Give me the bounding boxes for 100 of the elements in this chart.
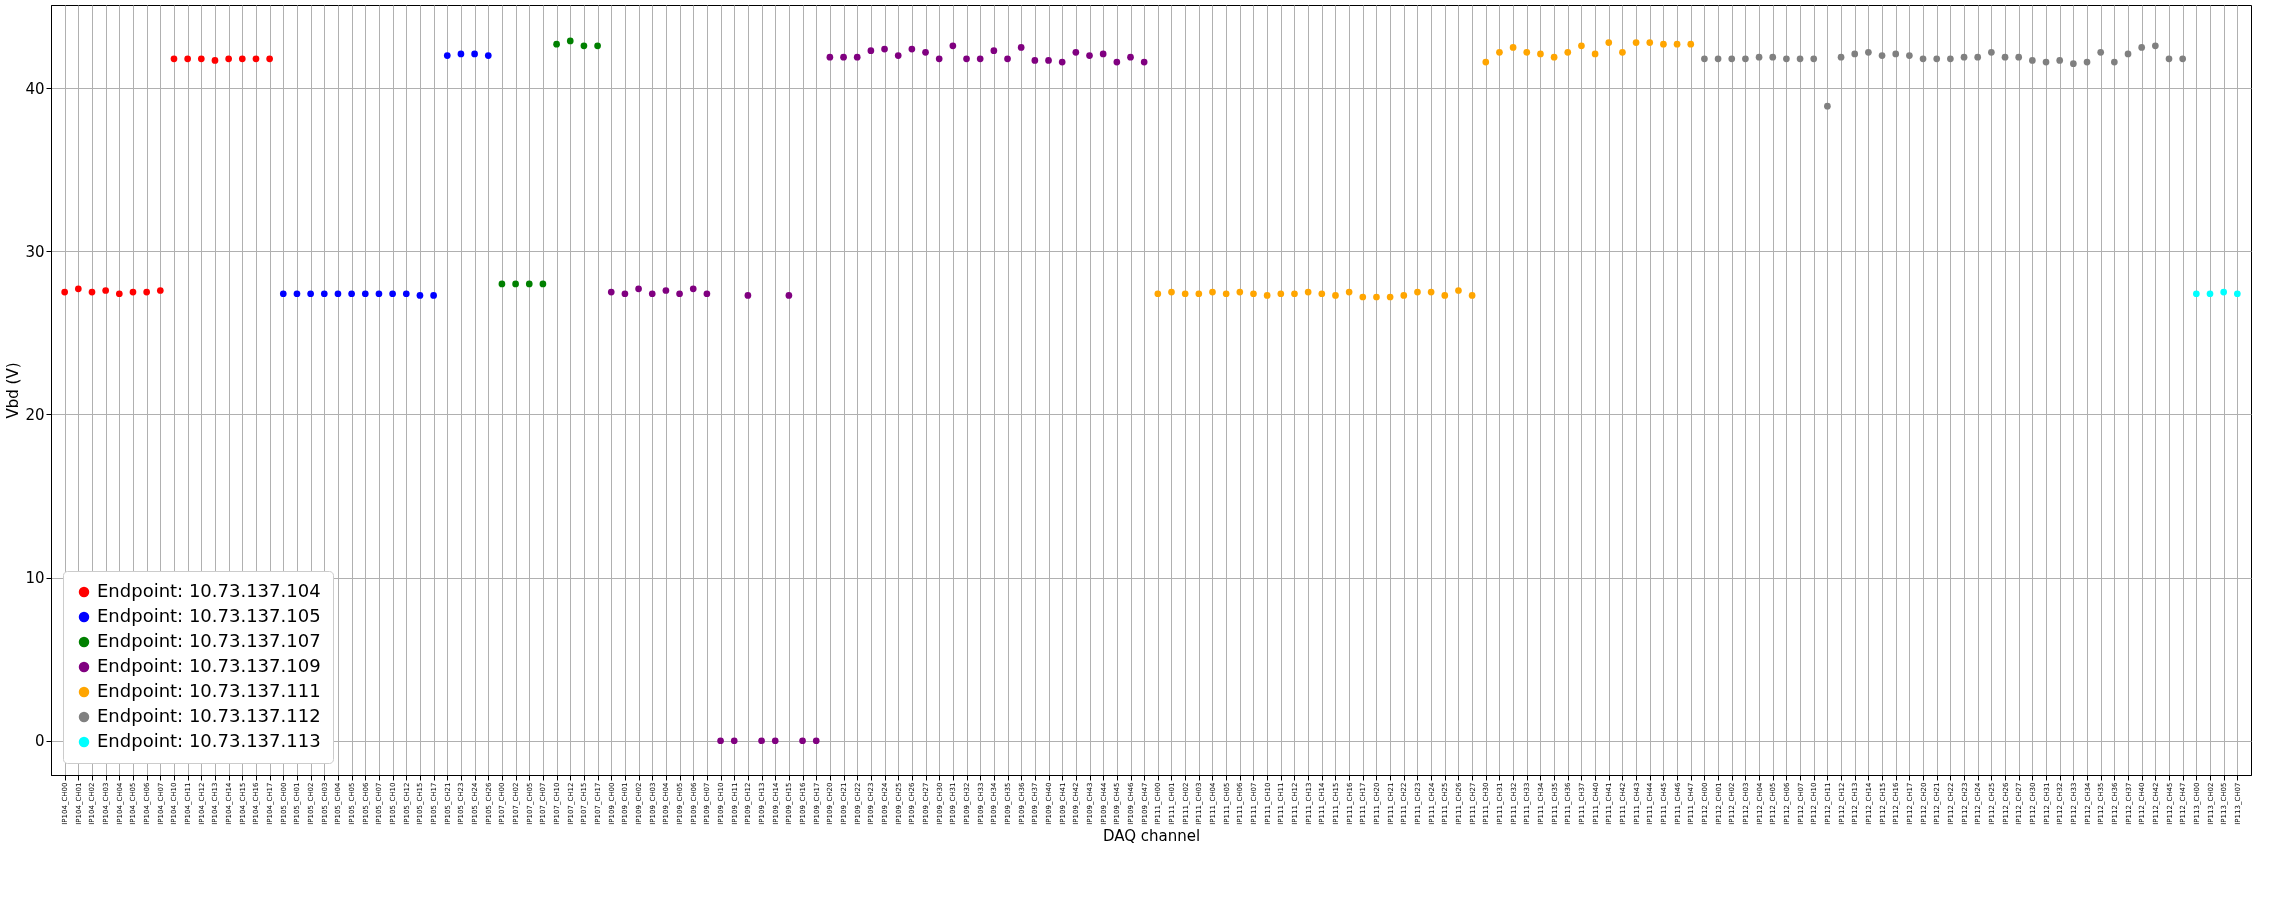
point <box>1550 53 1558 61</box>
point <box>1755 53 1763 61</box>
point <box>402 290 410 298</box>
point <box>676 290 683 298</box>
point <box>1728 55 1736 63</box>
point <box>2083 58 2091 66</box>
point <box>2097 48 2105 56</box>
point <box>457 50 465 58</box>
point <box>1933 55 1941 63</box>
point <box>1865 48 1872 56</box>
point <box>1906 52 1913 59</box>
point <box>1345 288 1353 296</box>
point <box>1509 44 1517 51</box>
point <box>498 280 506 288</box>
point <box>1031 57 1039 64</box>
point <box>1359 293 1367 301</box>
point <box>443 52 451 59</box>
point <box>853 53 861 61</box>
y-tick-label: 20 <box>25 405 45 424</box>
point <box>1769 53 1777 61</box>
point <box>1250 290 1257 298</box>
point <box>1332 292 1339 299</box>
point <box>539 280 547 288</box>
point <box>2179 55 2187 63</box>
point <box>1414 288 1421 296</box>
point <box>2151 42 2159 50</box>
y-tick-label: 0 <box>34 732 45 751</box>
legend-label: Endpoint: 10.73.137.107 <box>97 630 321 651</box>
point <box>266 55 273 63</box>
legend-label: Endpoint: 10.73.137.104 <box>97 580 321 601</box>
point <box>1796 55 1804 63</box>
point <box>1004 55 1011 63</box>
point <box>1113 58 1121 66</box>
point <box>1496 48 1503 56</box>
point <box>703 290 711 298</box>
point <box>320 290 328 298</box>
point <box>553 40 560 48</box>
point <box>1837 53 1845 61</box>
point <box>730 737 738 745</box>
point <box>1304 288 1312 296</box>
point <box>771 737 779 745</box>
point <box>1591 50 1599 58</box>
point <box>648 290 656 298</box>
point <box>2124 50 2132 58</box>
point <box>156 287 164 294</box>
point <box>2015 53 2023 61</box>
point <box>990 47 998 55</box>
point <box>1810 55 1818 63</box>
point <box>2111 58 2118 66</box>
point <box>1482 58 1490 66</box>
point <box>1086 52 1093 59</box>
point <box>621 290 629 298</box>
point <box>2001 53 2009 61</box>
point <box>225 55 232 63</box>
point <box>635 285 642 293</box>
y-tick-label: 30 <box>25 242 45 261</box>
point <box>389 290 396 298</box>
point <box>430 292 437 299</box>
point <box>129 288 137 296</box>
point <box>1195 290 1203 298</box>
point <box>1742 55 1749 63</box>
point <box>717 737 724 745</box>
point <box>1017 44 1025 51</box>
point <box>976 55 984 63</box>
point <box>1072 48 1080 56</box>
point <box>1181 290 1189 298</box>
point <box>1263 292 1271 299</box>
legend-label: Endpoint: 10.73.137.113 <box>97 730 321 751</box>
point <box>758 737 765 745</box>
point <box>197 55 205 63</box>
point <box>1537 50 1544 58</box>
point <box>1400 292 1408 299</box>
y-tick-label: 10 <box>25 569 45 588</box>
point <box>922 48 929 56</box>
point <box>689 285 697 293</box>
point <box>2138 44 2146 51</box>
point <box>1099 50 1107 58</box>
point <box>594 42 601 50</box>
point <box>170 55 178 63</box>
point <box>1291 290 1298 298</box>
point <box>334 290 342 298</box>
point <box>279 290 287 298</box>
point <box>1605 39 1613 46</box>
point <box>2165 55 2173 63</box>
legend-label: Endpoint: 10.73.137.105 <box>97 605 321 626</box>
point <box>1632 39 1640 46</box>
point <box>935 55 943 63</box>
point <box>1168 288 1175 296</box>
point <box>867 47 875 55</box>
point <box>1564 48 1572 56</box>
point <box>908 45 916 53</box>
point <box>1441 292 1449 299</box>
point <box>1947 55 1954 63</box>
point <box>1660 40 1667 48</box>
point <box>566 37 574 45</box>
point <box>949 42 957 50</box>
point <box>1714 55 1722 63</box>
point <box>1974 53 1982 61</box>
point <box>375 290 383 298</box>
point <box>580 42 588 50</box>
